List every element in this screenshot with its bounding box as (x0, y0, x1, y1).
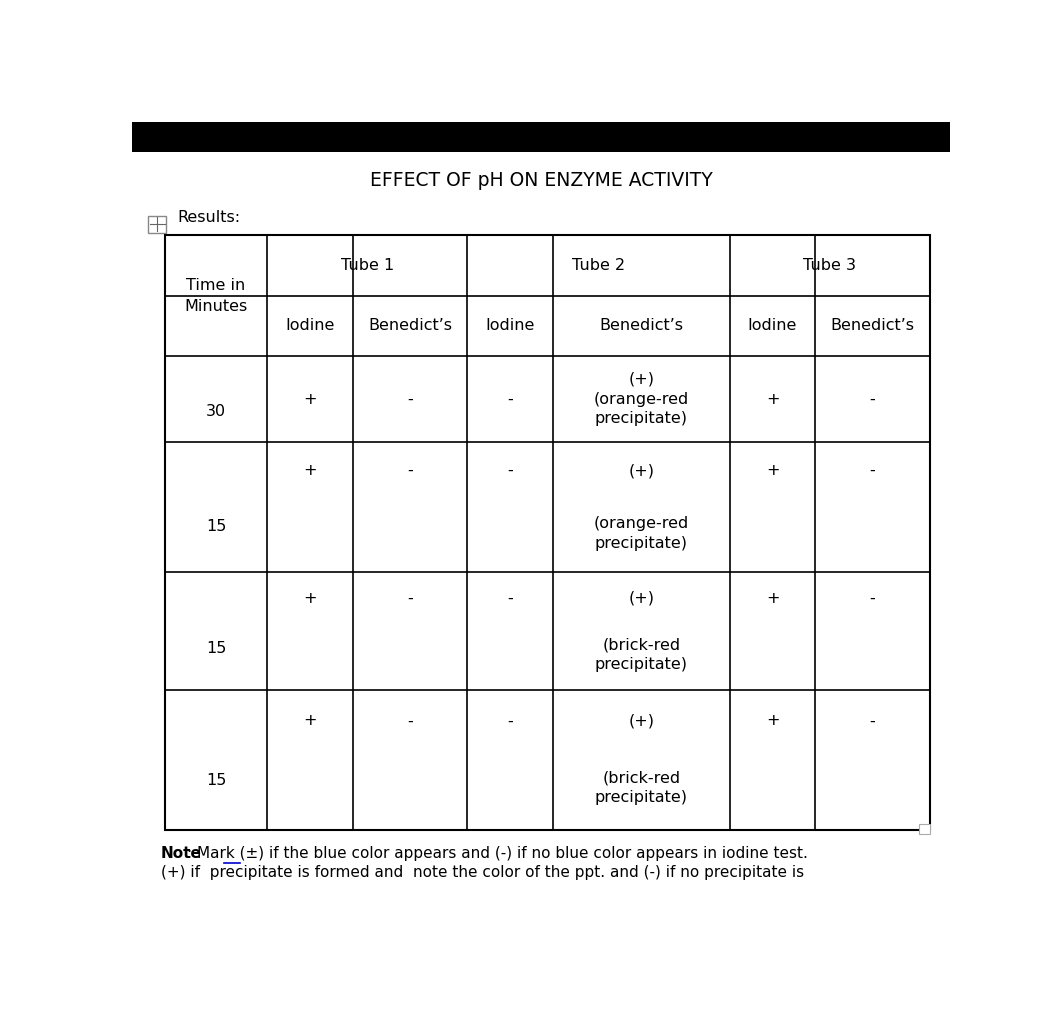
Text: -: - (870, 463, 875, 479)
Text: -: - (870, 391, 875, 406)
Text: -: - (507, 590, 513, 606)
Text: -: - (507, 463, 513, 479)
Text: -: - (407, 713, 413, 728)
Bar (148, 215, 167, 233)
Text: Tube 1: Tube 1 (341, 258, 394, 273)
Bar (165, 236, 930, 830)
Text: +: + (303, 463, 317, 479)
Text: (orange-red
precipitate): (orange-red precipitate) (593, 516, 689, 551)
Text: -: - (507, 391, 513, 406)
Text: (+)
(orange-red
precipitate): (+) (orange-red precipitate) (593, 372, 689, 427)
Text: : Mark (±) if the blue color appears and (-) if no blue color appears in iodine : : Mark (±) if the blue color appears and… (187, 846, 808, 861)
Text: -: - (870, 590, 875, 606)
Text: Tube 3: Tube 3 (804, 258, 856, 273)
Bar (132, 122, 950, 151)
Text: -: - (407, 463, 413, 479)
Text: +: + (303, 391, 317, 406)
Text: 15: 15 (206, 641, 226, 656)
Text: (+): (+) (628, 713, 655, 728)
Text: Time in
Minutes: Time in Minutes (185, 277, 248, 314)
Text: Benedict’s: Benedict’s (367, 318, 452, 333)
Text: -: - (507, 713, 513, 728)
Bar (920, 824, 930, 834)
Text: -: - (870, 713, 875, 728)
Text: (+): (+) (628, 463, 655, 479)
Text: Benedict’s: Benedict’s (599, 318, 683, 333)
Text: Results:: Results: (177, 210, 240, 225)
Text: 15: 15 (206, 773, 226, 788)
Text: (brick-red
precipitate): (brick-red precipitate) (595, 637, 687, 673)
Text: +: + (766, 590, 779, 606)
Text: Iodine: Iodine (748, 318, 797, 333)
Text: +: + (766, 463, 779, 479)
Text: +: + (303, 590, 317, 606)
Text: 15: 15 (206, 519, 226, 534)
Text: -: - (407, 391, 413, 406)
Text: Iodine: Iodine (285, 318, 335, 333)
Text: Note: Note (161, 846, 202, 861)
Text: -: - (407, 590, 413, 606)
Text: 30: 30 (206, 404, 226, 420)
Text: +: + (766, 713, 779, 728)
Text: +: + (766, 391, 779, 406)
Text: (+): (+) (628, 590, 655, 606)
Text: EFFECT OF pH ON ENZYME ACTIVITY: EFFECT OF pH ON ENZYME ACTIVITY (370, 171, 713, 190)
Text: (+) if  precipitate is formed and  note the color of the ppt. and (-) if no prec: (+) if precipitate is formed and note th… (161, 866, 804, 881)
Text: Iodine: Iodine (486, 318, 534, 333)
Text: (brick-red
precipitate): (brick-red precipitate) (595, 770, 687, 806)
Text: Benedict’s: Benedict’s (831, 318, 914, 333)
Text: +: + (303, 713, 317, 728)
Text: Tube 2: Tube 2 (572, 258, 625, 273)
